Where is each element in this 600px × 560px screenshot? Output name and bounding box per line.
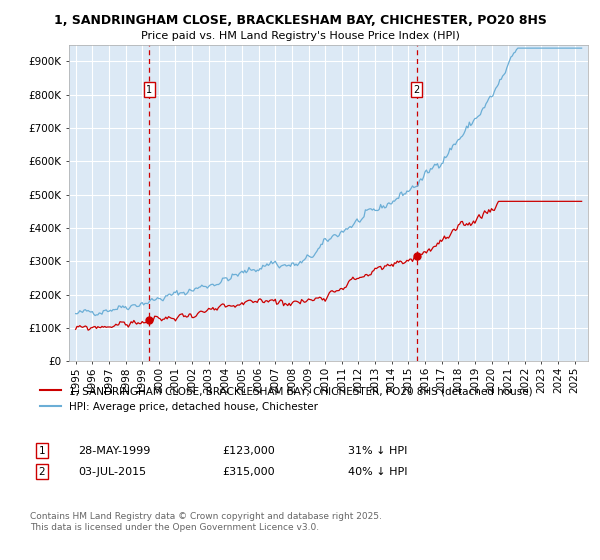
Text: 1, SANDRINGHAM CLOSE, BRACKLESHAM BAY, CHICHESTER, PO20 8HS: 1, SANDRINGHAM CLOSE, BRACKLESHAM BAY, C…	[53, 14, 547, 27]
Text: £315,000: £315,000	[222, 466, 275, 477]
Text: 1: 1	[38, 446, 46, 456]
Text: Contains HM Land Registry data © Crown copyright and database right 2025.
This d: Contains HM Land Registry data © Crown c…	[30, 512, 382, 532]
Text: Price paid vs. HM Land Registry's House Price Index (HPI): Price paid vs. HM Land Registry's House …	[140, 31, 460, 41]
Text: 28-MAY-1999: 28-MAY-1999	[78, 446, 151, 456]
Text: 2: 2	[38, 466, 46, 477]
Text: 1: 1	[146, 85, 152, 95]
Text: £123,000: £123,000	[222, 446, 275, 456]
Text: 2: 2	[414, 85, 420, 95]
Text: 40% ↓ HPI: 40% ↓ HPI	[348, 466, 407, 477]
Text: 31% ↓ HPI: 31% ↓ HPI	[348, 446, 407, 456]
Text: 03-JUL-2015: 03-JUL-2015	[78, 466, 146, 477]
Legend: 1, SANDRINGHAM CLOSE, BRACKLESHAM BAY, CHICHESTER, PO20 8HS (detached house), HP: 1, SANDRINGHAM CLOSE, BRACKLESHAM BAY, C…	[35, 382, 536, 416]
